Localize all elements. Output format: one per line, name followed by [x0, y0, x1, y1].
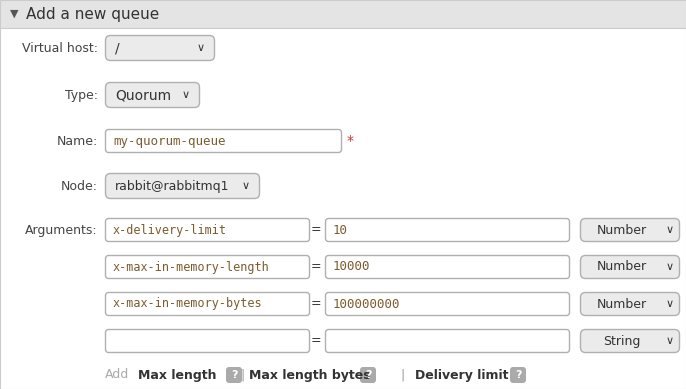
- Bar: [0, 0, 686, 28]
- Text: ∨: ∨: [666, 225, 674, 235]
- FancyBboxPatch shape: [510, 367, 526, 383]
- Text: Name:: Name:: [57, 135, 98, 147]
- FancyBboxPatch shape: [325, 293, 569, 315]
- Text: *: *: [347, 134, 354, 148]
- Text: x-max-in-memory-bytes: x-max-in-memory-bytes: [113, 298, 263, 310]
- Text: ∨: ∨: [197, 43, 205, 53]
- Text: Quorum: Quorum: [115, 88, 171, 102]
- FancyBboxPatch shape: [106, 130, 342, 152]
- Text: Virtual host:: Virtual host:: [22, 42, 98, 54]
- FancyBboxPatch shape: [106, 293, 309, 315]
- Text: Max length bytes: Max length bytes: [249, 368, 370, 382]
- Text: 10000: 10000: [333, 261, 370, 273]
- FancyBboxPatch shape: [580, 329, 680, 352]
- Text: =: =: [311, 298, 321, 310]
- Text: ∨: ∨: [666, 299, 674, 309]
- Text: my-quorum-queue: my-quorum-queue: [113, 135, 226, 147]
- FancyBboxPatch shape: [325, 329, 569, 352]
- Text: Number: Number: [597, 224, 647, 237]
- Text: Add a new queue: Add a new queue: [26, 7, 159, 21]
- Text: ?: ?: [514, 370, 521, 380]
- FancyBboxPatch shape: [226, 367, 242, 383]
- FancyBboxPatch shape: [580, 219, 680, 242]
- FancyBboxPatch shape: [360, 367, 376, 383]
- Text: ∨: ∨: [666, 262, 674, 272]
- Text: String: String: [603, 335, 641, 347]
- Text: 10: 10: [333, 224, 348, 237]
- FancyBboxPatch shape: [580, 256, 680, 279]
- Text: ?: ?: [365, 370, 371, 380]
- Text: Delivery limit: Delivery limit: [415, 368, 508, 382]
- Text: ∨: ∨: [666, 336, 674, 346]
- Text: rabbit@rabbitmq1: rabbit@rabbitmq1: [115, 179, 230, 193]
- Text: Add: Add: [105, 368, 129, 382]
- Text: ∨: ∨: [242, 181, 250, 191]
- FancyBboxPatch shape: [106, 219, 309, 242]
- Text: Arguments:: Arguments:: [25, 224, 98, 237]
- FancyBboxPatch shape: [580, 293, 680, 315]
- Text: x-max-in-memory-length: x-max-in-memory-length: [113, 261, 270, 273]
- Text: Max length: Max length: [138, 368, 217, 382]
- FancyBboxPatch shape: [325, 256, 569, 279]
- Text: ▼: ▼: [10, 9, 19, 19]
- FancyBboxPatch shape: [106, 256, 309, 279]
- FancyBboxPatch shape: [325, 219, 569, 242]
- Text: =: =: [311, 261, 321, 273]
- Text: Number: Number: [597, 261, 647, 273]
- Text: |: |: [240, 368, 244, 382]
- FancyBboxPatch shape: [106, 35, 215, 61]
- Text: =: =: [311, 335, 321, 347]
- Text: Node:: Node:: [61, 179, 98, 193]
- Text: |: |: [401, 368, 405, 382]
- Text: ∨: ∨: [182, 90, 190, 100]
- Text: Number: Number: [597, 298, 647, 310]
- Text: ?: ?: [230, 370, 237, 380]
- FancyBboxPatch shape: [106, 82, 200, 107]
- Text: =: =: [311, 224, 321, 237]
- Text: /: /: [115, 41, 119, 55]
- Text: x-delivery-limit: x-delivery-limit: [113, 224, 227, 237]
- FancyBboxPatch shape: [106, 329, 309, 352]
- Text: Type:: Type:: [65, 89, 98, 102]
- Text: 100000000: 100000000: [333, 298, 401, 310]
- FancyBboxPatch shape: [106, 173, 259, 198]
